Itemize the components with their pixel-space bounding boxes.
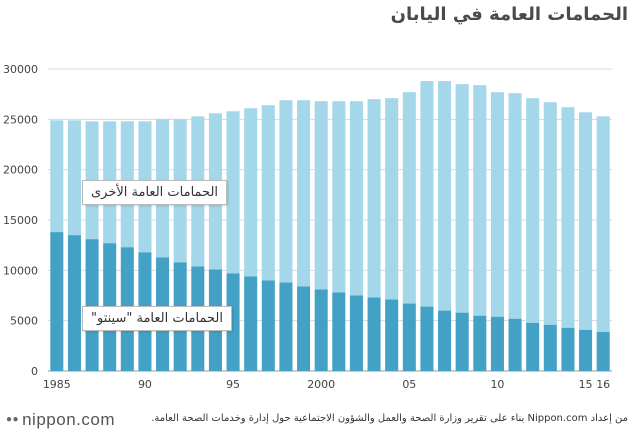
y-tick-label: 15000 bbox=[3, 214, 38, 227]
bar-sento-2003 bbox=[367, 297, 381, 371]
chart-title: الحمامات العامة في اليابان bbox=[390, 4, 628, 25]
bar-sento-2008 bbox=[455, 312, 469, 371]
logo-dots-icon: ●● bbox=[6, 414, 20, 425]
bar-other-1995 bbox=[226, 111, 240, 274]
x-tick-label: 90 bbox=[138, 378, 152, 391]
y-tick-label: 25000 bbox=[3, 113, 38, 126]
nippon-logo: ●● nippon.com bbox=[6, 410, 115, 430]
bar-other-2000 bbox=[314, 101, 328, 290]
bar-other-2008 bbox=[455, 84, 469, 313]
bar-other-1997 bbox=[261, 105, 275, 281]
bar-other-2015 bbox=[579, 112, 593, 330]
bar-sento-1999 bbox=[297, 286, 311, 371]
bar-sento-2005 bbox=[402, 303, 416, 371]
bar-sento-1985 bbox=[50, 232, 64, 371]
y-tick-label: 20000 bbox=[3, 164, 38, 177]
bar-other-2001 bbox=[332, 101, 346, 293]
bar-other-2011 bbox=[508, 93, 522, 319]
bar-sento-1995 bbox=[226, 273, 240, 371]
y-tick-label: 5000 bbox=[10, 315, 38, 328]
bar-other-2006 bbox=[420, 81, 434, 307]
y-tick-label: 10000 bbox=[3, 264, 38, 277]
bar-sento-2013 bbox=[543, 324, 557, 371]
x-tick-label: 16 bbox=[596, 378, 610, 391]
bar-other-1999 bbox=[297, 100, 311, 287]
bar-sento-2009 bbox=[473, 315, 487, 371]
bar-sento-1998 bbox=[279, 282, 293, 371]
bar-other-1985 bbox=[50, 120, 64, 233]
y-tick-label: 0 bbox=[31, 365, 38, 378]
bar-sento-1986 bbox=[67, 235, 81, 371]
series-label-other: الحمامات العامة الأخرى bbox=[82, 180, 228, 205]
bar-sento-2001 bbox=[332, 292, 346, 371]
bar-other-2009 bbox=[473, 85, 487, 316]
bar-sento-1987 bbox=[85, 239, 99, 371]
bar-other-1986 bbox=[67, 120, 81, 236]
bar-other-2005 bbox=[402, 92, 416, 304]
bar-sento-2011 bbox=[508, 318, 522, 371]
bar-other-2012 bbox=[526, 98, 540, 323]
source-note: من إعداد Nippon.com بناء على تقرير وزارة… bbox=[151, 413, 628, 424]
bar-sento-2007 bbox=[438, 310, 452, 371]
bar-sento-2012 bbox=[526, 322, 540, 371]
bar-other-2002 bbox=[349, 101, 363, 296]
bar-sento-1997 bbox=[261, 280, 275, 371]
bar-sento-1996 bbox=[244, 276, 258, 371]
bar-sento-2004 bbox=[385, 299, 399, 371]
x-tick-label: 15 bbox=[579, 378, 593, 391]
logo-text: nippon.com bbox=[22, 410, 115, 429]
bar-other-2007 bbox=[438, 81, 452, 311]
x-tick-label: 2000 bbox=[307, 378, 335, 391]
bar-sento-2000 bbox=[314, 289, 328, 371]
bar-sento-2002 bbox=[349, 295, 363, 371]
bar-sento-2006 bbox=[420, 306, 434, 371]
x-tick-label: 10 bbox=[490, 378, 504, 391]
bar-sento-2014 bbox=[561, 327, 575, 371]
bar-other-2016 bbox=[596, 116, 610, 332]
stacked-bar-chart: 0 5000 10000 15000 20000 25000 30000 1985 90 95 20… bbox=[3, 63, 612, 391]
bar-other-1998 bbox=[279, 100, 293, 283]
bar-other-2014 bbox=[561, 107, 575, 328]
x-tick-label: 1985 bbox=[43, 378, 71, 391]
bar-sento-2015 bbox=[579, 329, 593, 371]
footer: ●● nippon.com من إعداد Nippon.com بناء عل… bbox=[0, 404, 640, 434]
bar-other-2013 bbox=[543, 102, 557, 325]
bar-other-2003 bbox=[367, 99, 381, 298]
bar-sento-2016 bbox=[596, 331, 610, 371]
y-tick-label: 30000 bbox=[3, 63, 38, 76]
bar-other-1996 bbox=[244, 108, 258, 277]
x-tick-label: 95 bbox=[226, 378, 240, 391]
bar-sento-2010 bbox=[490, 316, 504, 371]
series-label-sento: الحمامات العامة "سينتو" bbox=[82, 306, 232, 331]
x-tick-label: 05 bbox=[402, 378, 416, 391]
bar-other-2004 bbox=[385, 98, 399, 300]
bar-other-2010 bbox=[490, 92, 504, 317]
